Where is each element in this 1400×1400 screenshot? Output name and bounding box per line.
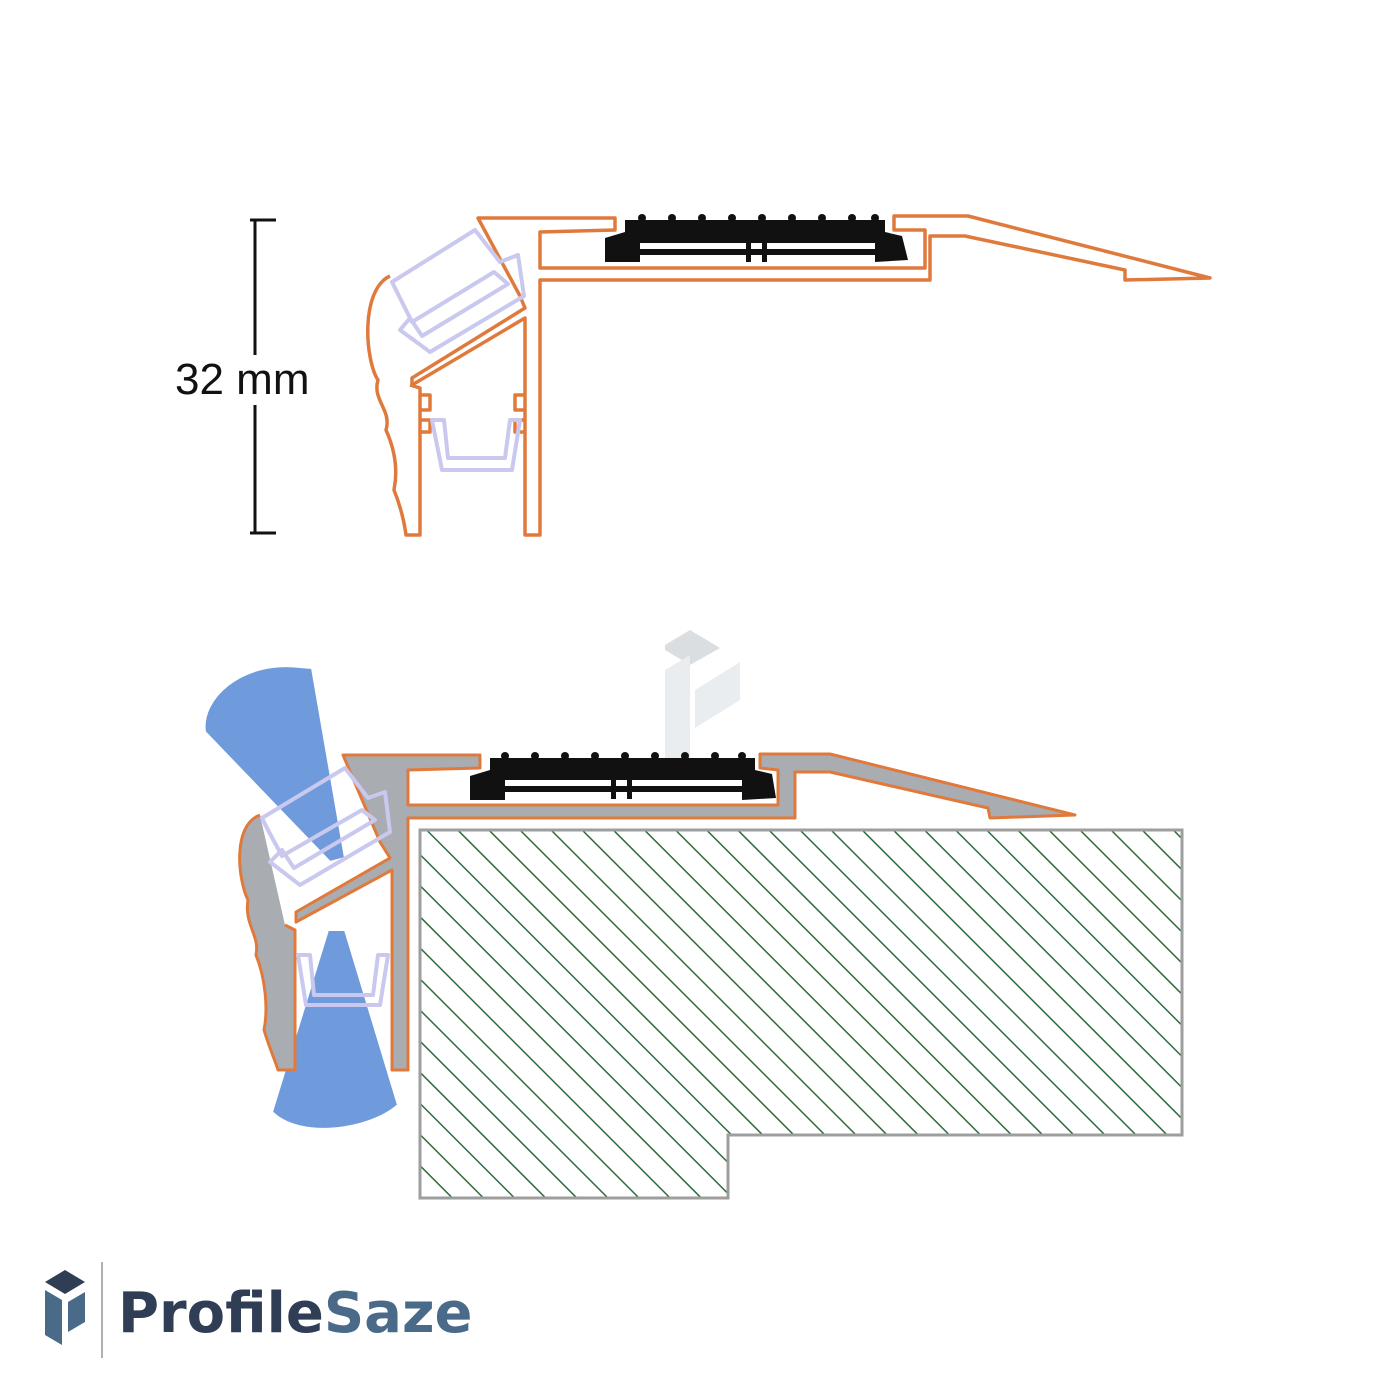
brand-name-profile: Profile bbox=[118, 1281, 324, 1346]
profile-cross-section-top: 32 mm bbox=[175, 214, 1212, 537]
led-insert-channels-bottom bbox=[260, 766, 392, 1007]
light-beams bbox=[203, 665, 400, 1130]
brand-name-saze: Saze bbox=[324, 1281, 473, 1346]
aluminium-profile-outline bbox=[366, 214, 1212, 537]
brand-logo: ProfileSaze bbox=[45, 1262, 473, 1358]
dimension-label: 32 mm bbox=[175, 355, 309, 404]
dimension-bracket bbox=[250, 218, 276, 535]
stair-tread-hatched bbox=[418, 828, 1184, 1200]
anti-slip-tread-insert-bottom bbox=[470, 752, 776, 800]
anti-slip-tread-insert bbox=[605, 214, 908, 262]
profilesaze-logo-icon bbox=[45, 1270, 85, 1345]
watermark-logo bbox=[665, 630, 740, 760]
installed-view-bottom bbox=[203, 665, 1184, 1200]
aluminium-profile-body bbox=[238, 752, 1077, 1072]
led-insert-channels bbox=[390, 228, 526, 472]
svg-text:ProfileSaze: ProfileSaze bbox=[118, 1281, 473, 1346]
